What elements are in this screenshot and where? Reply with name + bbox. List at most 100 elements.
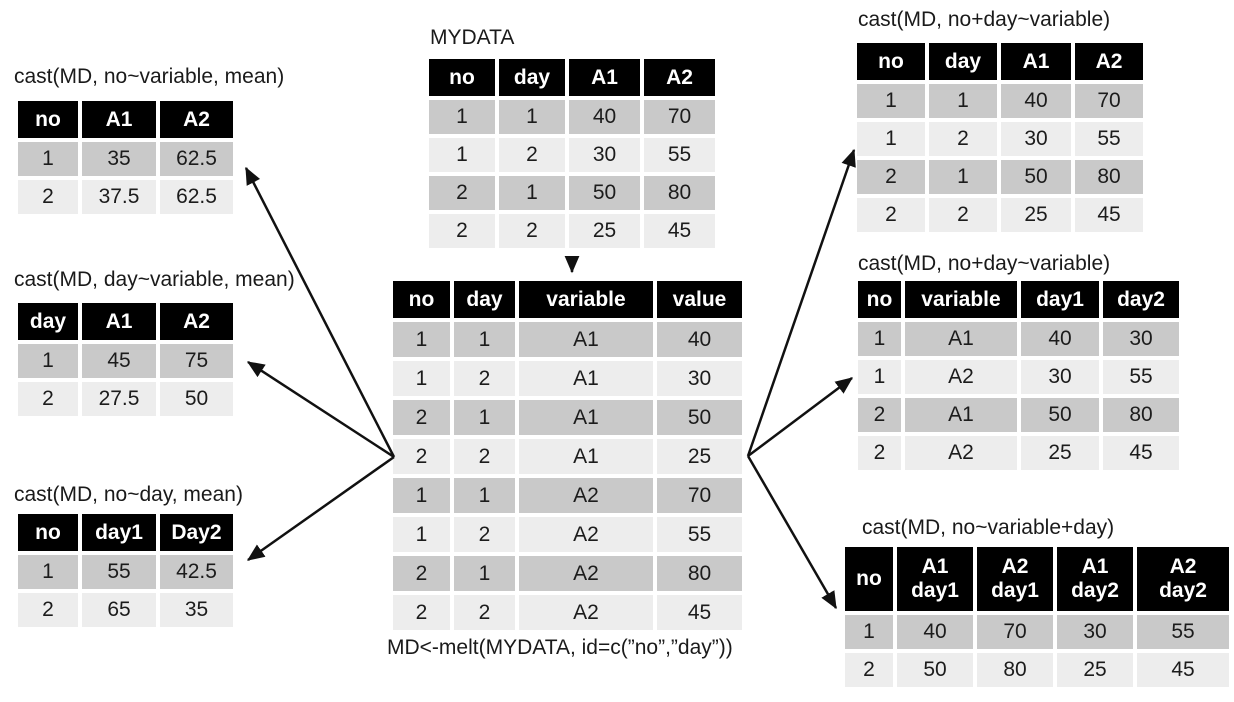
table-cell: 2 — [393, 400, 450, 435]
column-header: A2 — [1075, 43, 1143, 80]
column-header: A2 — [644, 59, 715, 96]
table-cell: 55 — [644, 138, 715, 172]
table-cell: 45 — [657, 595, 742, 630]
table-cell: 30 — [1021, 360, 1099, 394]
column-header: A2 day2 — [1137, 547, 1229, 611]
column-header: A1 — [82, 303, 156, 340]
table-cell: 1 — [929, 84, 997, 118]
column-header: day2 — [1103, 281, 1179, 318]
cast-no-variable-day-table: no A1 day1 A2 day1 A1 day2 A2 day2 1 40 70 30 55 2… — [845, 547, 1229, 687]
column-header: day — [454, 281, 515, 318]
table-cell: 1 — [454, 556, 515, 591]
table-cell: 1 — [393, 322, 450, 357]
table-cell: 37.5 — [82, 180, 156, 214]
table-cell: 70 — [644, 100, 715, 134]
table-cell: 1 — [393, 361, 450, 396]
table-cell: 40 — [1001, 84, 1071, 118]
mydata-label: MYDATA — [430, 26, 515, 49]
table-cell: 45 — [644, 214, 715, 248]
column-header: value — [657, 281, 742, 318]
table-cell: 42.5 — [160, 555, 233, 589]
table-cell: 1 — [858, 322, 901, 356]
table-cell: A1 — [519, 400, 653, 435]
table-cell: 2 — [18, 593, 78, 627]
table-cell: 55 — [1137, 615, 1229, 649]
arrow-melted-to-right-2 — [747, 377, 853, 457]
table-cell: 1 — [845, 615, 893, 649]
table-cell: 80 — [1075, 160, 1143, 194]
table-cell: 25 — [1001, 198, 1071, 232]
arrow-melted-to-left-3 — [246, 455, 395, 562]
table-cell: 2 — [429, 176, 495, 210]
table-cell: 2 — [845, 653, 893, 687]
table-cell: 1 — [454, 400, 515, 435]
table-cell: A2 — [519, 478, 653, 513]
column-header: A1 — [82, 101, 156, 138]
table-cell: 2 — [18, 180, 78, 214]
table-cell: 1 — [857, 122, 925, 156]
table-cell: 1 — [429, 100, 495, 134]
table-cell: A1 — [519, 361, 653, 396]
table-cell: 70 — [1075, 84, 1143, 118]
table-cell: A1 — [519, 322, 653, 357]
column-header: A2 day1 — [977, 547, 1053, 611]
table-cell: 40 — [1021, 322, 1099, 356]
cast-day-variable-mean-table: day A1 A2 1 45 75 2 27.5 50 — [18, 303, 233, 416]
table-cell: 50 — [569, 176, 640, 210]
table-cell: 65 — [82, 593, 156, 627]
cast-no-day-variable-title: cast(MD, no+day~variable) — [858, 8, 1111, 31]
table-cell: 40 — [569, 100, 640, 134]
table-cell: 45 — [82, 344, 156, 378]
column-header: no — [857, 43, 925, 80]
table-cell: 55 — [1075, 122, 1143, 156]
table-cell: 50 — [1021, 398, 1099, 432]
table-cell: 62.5 — [160, 142, 233, 176]
cast-day-variable-mean-title: cast(MD, day~variable, mean) — [14, 268, 295, 291]
column-header: no — [429, 59, 495, 96]
table-cell: 80 — [1103, 398, 1179, 432]
table-cell: 75 — [160, 344, 233, 378]
table-cell: 2 — [393, 556, 450, 591]
cast-no-day-mean-title: cast(MD, no~day, mean) — [14, 483, 243, 506]
column-header: no — [858, 281, 901, 318]
arrow-melted-to-right-1 — [746, 148, 856, 457]
arrow-melted-to-left-2 — [246, 360, 395, 459]
table-cell: 2 — [499, 138, 565, 172]
column-header: variable — [905, 281, 1017, 318]
melt-code-caption: MD<-melt(MYDATA, id=c(”no”,”day”)) — [387, 636, 733, 659]
table-cell: 2 — [18, 382, 78, 416]
table-cell: 30 — [569, 138, 640, 172]
table-cell: A2 — [905, 436, 1017, 470]
table-cell: 45 — [1103, 436, 1179, 470]
table-cell: 27.5 — [82, 382, 156, 416]
table-cell: 2 — [454, 517, 515, 552]
table-cell: 2 — [454, 595, 515, 630]
table-cell: A2 — [905, 360, 1017, 394]
column-header: A1 day1 — [897, 547, 973, 611]
table-cell: A2 — [519, 517, 653, 552]
column-header: A2 — [160, 101, 233, 138]
table-cell: 2 — [454, 439, 515, 474]
column-header: day1 — [1021, 281, 1099, 318]
cast-no-day-variable-2-table: no variable day1 day2 1 A1 40 30 1 A2 30 55 2 A1 50 80 2… — [858, 281, 1179, 470]
table-cell: 1 — [429, 138, 495, 172]
table-cell: 55 — [657, 517, 742, 552]
table-cell: 80 — [657, 556, 742, 591]
table-cell: 55 — [1103, 360, 1179, 394]
table-cell: 50 — [657, 400, 742, 435]
table-cell: 2 — [858, 436, 901, 470]
table-cell: A1 — [519, 439, 653, 474]
table-cell: 1 — [499, 100, 565, 134]
cast-no-day-mean-table: no day1 Day2 1 55 42.5 2 65 35 — [18, 514, 233, 627]
table-cell: 2 — [454, 361, 515, 396]
cast-no-variable-day-title: cast(MD, no~variable+day) — [862, 516, 1115, 539]
cast-no-variable-mean-title: cast(MD, no~variable, mean) — [14, 65, 285, 88]
arrow-melted-to-left-1 — [244, 166, 396, 458]
table-cell: 2 — [929, 198, 997, 232]
cast-no-day-variable-table: no day A1 A2 1 1 40 70 1 2 30 55 2 1 50 80 2 2 25 45 — [857, 43, 1143, 232]
table-cell: 35 — [160, 593, 233, 627]
table-cell: 1 — [857, 84, 925, 118]
table-cell: 25 — [569, 214, 640, 248]
table-cell: 2 — [393, 439, 450, 474]
table-cell: 30 — [1057, 615, 1133, 649]
